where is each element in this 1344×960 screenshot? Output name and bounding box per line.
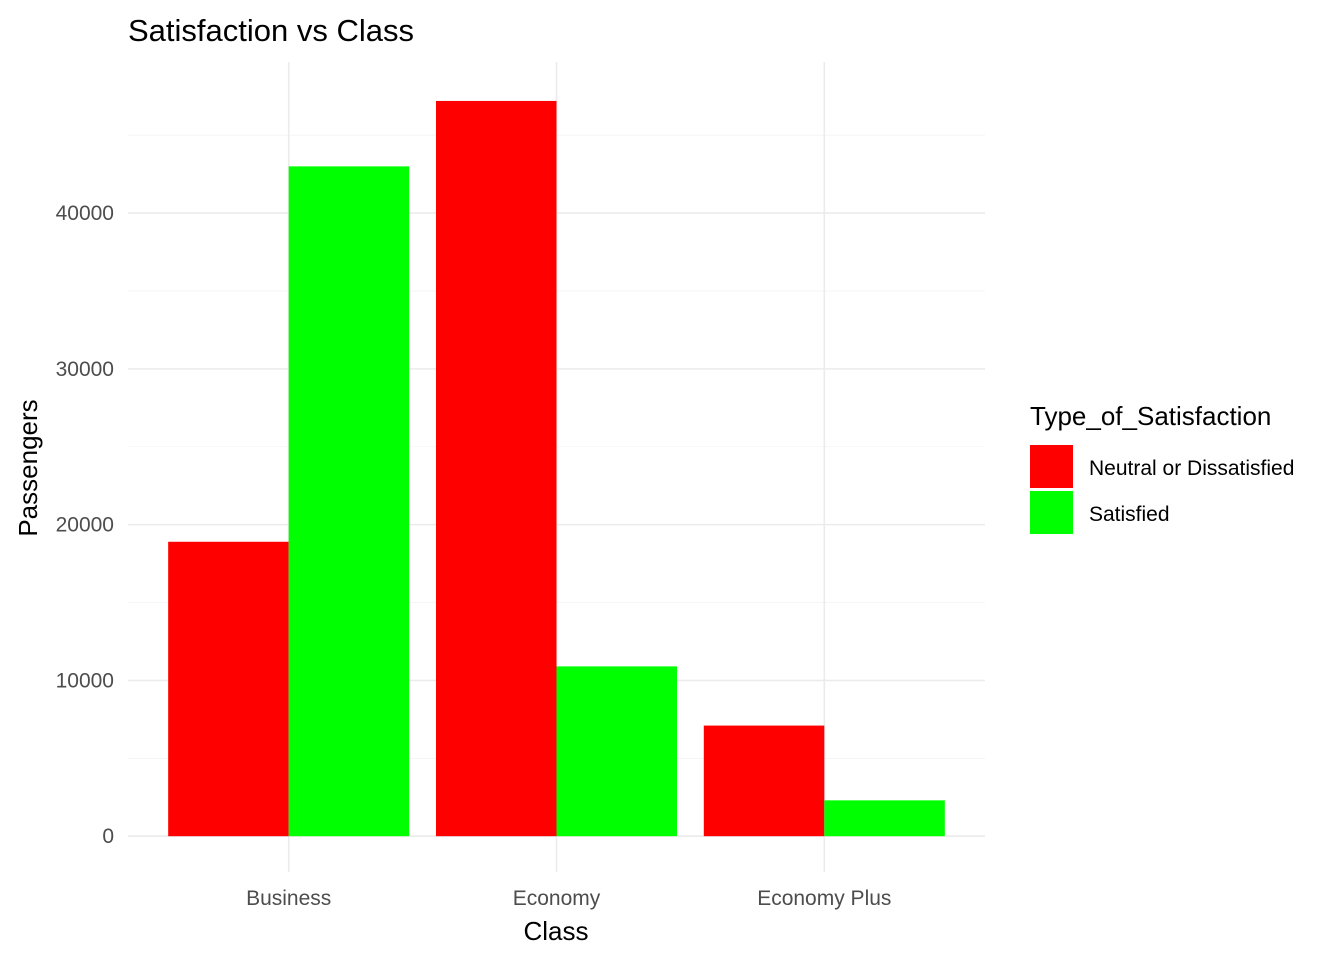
x-tick-label: Economy — [513, 887, 601, 910]
y-axis-title: Passengers — [13, 399, 43, 536]
x-axis-title: Class — [523, 916, 588, 946]
legend-swatch — [1030, 445, 1073, 488]
legend-label: Satisfied — [1089, 503, 1170, 526]
bar-business-1 — [288, 166, 410, 837]
bars — [168, 100, 945, 837]
bar-economy-1 — [556, 666, 678, 837]
bar-economy-plus-0 — [703, 725, 825, 837]
chart-title: Satisfaction vs Class — [128, 13, 414, 48]
y-tick-label: 0 — [102, 825, 114, 848]
bar-business-0 — [168, 541, 289, 837]
bar-economy-0 — [435, 100, 557, 837]
x-tick-label: Business — [246, 887, 331, 910]
legend-swatch — [1030, 491, 1073, 534]
legend-label: Neutral or Dissatisfied — [1089, 457, 1294, 480]
legend-title: Type_of_Satisfaction — [1030, 401, 1271, 431]
x-axis-ticks: Business Economy Economy Plus — [246, 887, 891, 910]
y-tick-label: 40000 — [56, 202, 114, 225]
x-tick-label: Economy Plus — [757, 887, 891, 910]
bar-economy-plus-1 — [824, 800, 945, 837]
y-axis-ticks: 0 10000 20000 30000 40000 — [56, 202, 114, 848]
y-tick-label: 20000 — [56, 514, 114, 537]
y-tick-label: 10000 — [56, 669, 114, 692]
y-tick-label: 30000 — [56, 358, 114, 381]
legend: Type_of_Satisfaction Neutral or Dissatis… — [1030, 401, 1294, 534]
legend-items: Neutral or Dissatisfied Satisfied — [1030, 445, 1294, 534]
